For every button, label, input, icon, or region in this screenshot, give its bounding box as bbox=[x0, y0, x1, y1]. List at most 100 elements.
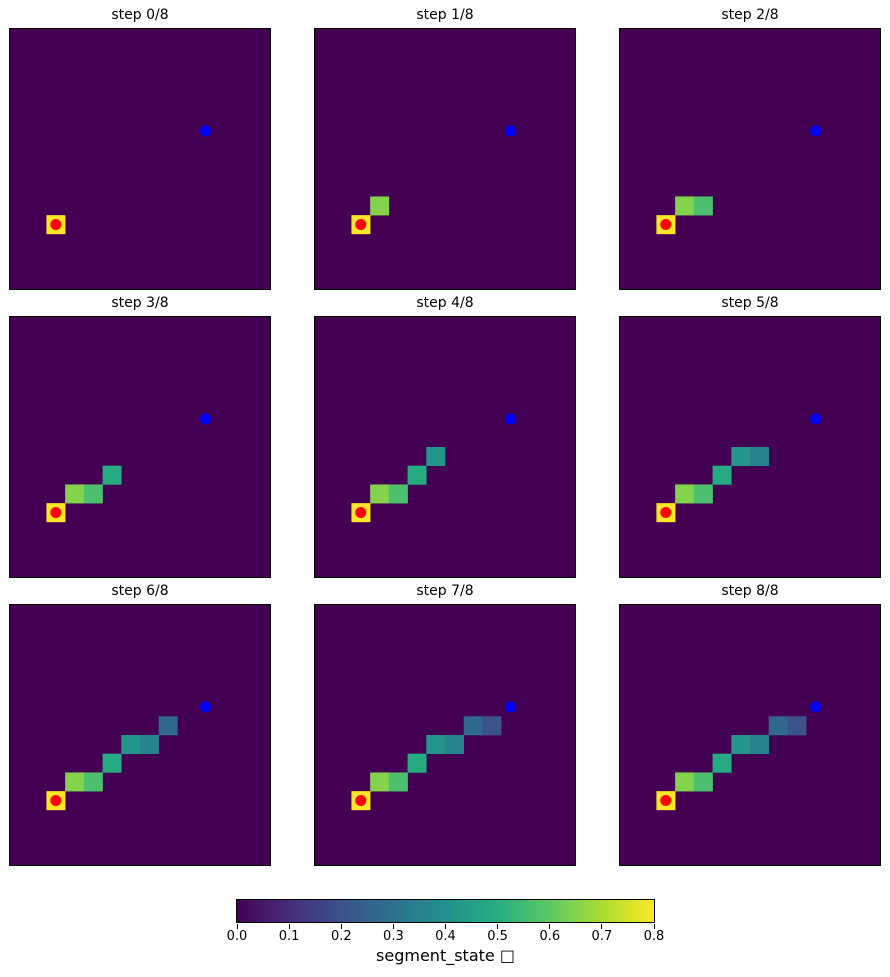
heatmap-svg bbox=[9, 28, 271, 290]
panel-border bbox=[619, 604, 881, 866]
target-marker bbox=[200, 701, 211, 713]
panel-title: step 5/8 bbox=[721, 295, 779, 311]
colorbar-tick-label: 0.6 bbox=[539, 929, 561, 944]
heatmap-cell bbox=[102, 465, 122, 485]
panel-title: step 2/8 bbox=[721, 7, 779, 23]
heatmap-panel bbox=[314, 28, 576, 290]
heatmap-cell bbox=[370, 484, 390, 504]
heatmap-cell bbox=[426, 735, 446, 755]
heatmap-cell bbox=[407, 465, 427, 485]
heatmap-cell bbox=[712, 753, 732, 773]
colorbar-gradient bbox=[237, 900, 654, 922]
heatmap-svg bbox=[314, 316, 576, 578]
source-marker bbox=[660, 795, 672, 806]
heatmap-panel bbox=[619, 28, 881, 290]
colorbar-tick bbox=[236, 924, 238, 929]
colorbar-tick bbox=[392, 924, 394, 929]
heatmap-cell bbox=[787, 716, 807, 736]
heatmap-svg bbox=[9, 316, 271, 578]
source-marker bbox=[50, 507, 62, 518]
panel-border bbox=[314, 316, 576, 578]
colorbar-label: segment_state □ bbox=[376, 946, 515, 965]
heatmap-cell bbox=[693, 484, 713, 504]
target-marker bbox=[810, 125, 821, 137]
heatmap-panel bbox=[9, 316, 271, 578]
heatmap-cell bbox=[65, 772, 85, 792]
panel-border bbox=[314, 604, 576, 866]
colorbar-tick-label: 0.8 bbox=[643, 929, 665, 944]
heatmap-background bbox=[9, 316, 271, 578]
heatmap-panel bbox=[619, 604, 881, 866]
heatmap-background bbox=[314, 28, 576, 290]
target-marker bbox=[200, 125, 211, 137]
heatmap-svg bbox=[314, 604, 576, 866]
target-marker bbox=[505, 413, 516, 425]
heatmap-cell bbox=[693, 772, 713, 792]
heatmap-cell bbox=[407, 753, 427, 773]
heatmap-cell bbox=[693, 196, 713, 216]
heatmap-panel bbox=[314, 604, 576, 866]
heatmap-cell bbox=[140, 735, 160, 755]
heatmap-svg bbox=[619, 28, 881, 290]
colorbar-tick-label: 0.1 bbox=[278, 929, 300, 944]
heatmap-panel bbox=[314, 316, 576, 578]
heatmap-svg bbox=[314, 28, 576, 290]
heatmap-cell bbox=[675, 772, 695, 792]
heatmap-cell bbox=[121, 735, 141, 755]
heatmap-cell bbox=[445, 735, 465, 755]
target-marker bbox=[505, 701, 516, 713]
heatmap-cell bbox=[370, 196, 390, 216]
panel-title: step 1/8 bbox=[416, 7, 474, 23]
panel-title: step 6/8 bbox=[111, 583, 169, 599]
heatmap-svg bbox=[9, 604, 271, 866]
source-marker bbox=[355, 507, 367, 518]
heatmap-cell bbox=[388, 772, 408, 792]
colorbar-tick-label: 0.4 bbox=[435, 929, 456, 944]
heatmap-cell bbox=[158, 716, 178, 736]
heatmap-cell bbox=[750, 447, 770, 467]
heatmap-background bbox=[9, 28, 271, 290]
source-marker bbox=[50, 795, 62, 806]
source-marker bbox=[660, 219, 672, 230]
target-marker bbox=[505, 125, 516, 137]
colorbar-tick-label: 0.7 bbox=[591, 929, 613, 944]
heatmap-cell bbox=[768, 716, 788, 736]
colorbar-fill bbox=[237, 900, 654, 922]
heatmap-cell bbox=[370, 772, 390, 792]
heatmap-svg bbox=[619, 316, 881, 578]
panel-border bbox=[9, 604, 271, 866]
colorbar-tick-label: 0.5 bbox=[487, 929, 508, 944]
source-marker bbox=[50, 219, 62, 230]
colorbar-tick-label: 0.3 bbox=[383, 929, 404, 944]
heatmap-cell bbox=[712, 465, 732, 485]
panel-title: step 8/8 bbox=[721, 583, 779, 599]
heatmap-svg bbox=[619, 604, 881, 866]
panel-title: step 3/8 bbox=[111, 295, 169, 311]
colorbar-tick bbox=[497, 924, 499, 929]
heatmap-cell bbox=[83, 772, 103, 792]
panel-title: step 4/8 bbox=[416, 295, 474, 311]
panel-border bbox=[619, 28, 881, 290]
colorbar-tick bbox=[549, 924, 551, 929]
panel-title: step 0/8 bbox=[111, 7, 169, 23]
heatmap-cell bbox=[463, 716, 483, 736]
colorbar-tick bbox=[445, 924, 446, 929]
colorbar-tick-label: 0.2 bbox=[330, 929, 352, 944]
heatmap-cell bbox=[426, 447, 446, 467]
colorbar-tick-label: 0.0 bbox=[226, 929, 248, 944]
source-marker bbox=[355, 795, 367, 806]
colorbar-tick bbox=[288, 924, 290, 929]
heatmap-cell bbox=[102, 753, 122, 773]
target-marker bbox=[810, 413, 821, 425]
colorbar-tick bbox=[340, 924, 342, 929]
heatmap-cell bbox=[675, 484, 695, 504]
target-marker bbox=[810, 701, 821, 713]
heatmap-panel bbox=[619, 316, 881, 578]
colorbar-tick bbox=[601, 924, 603, 929]
panel-border bbox=[9, 316, 271, 578]
panel-border bbox=[9, 28, 271, 290]
heatmap-cell bbox=[731, 447, 751, 467]
colorbar bbox=[236, 899, 655, 923]
heatmap-cell bbox=[482, 716, 502, 736]
heatmap-background bbox=[619, 28, 881, 290]
